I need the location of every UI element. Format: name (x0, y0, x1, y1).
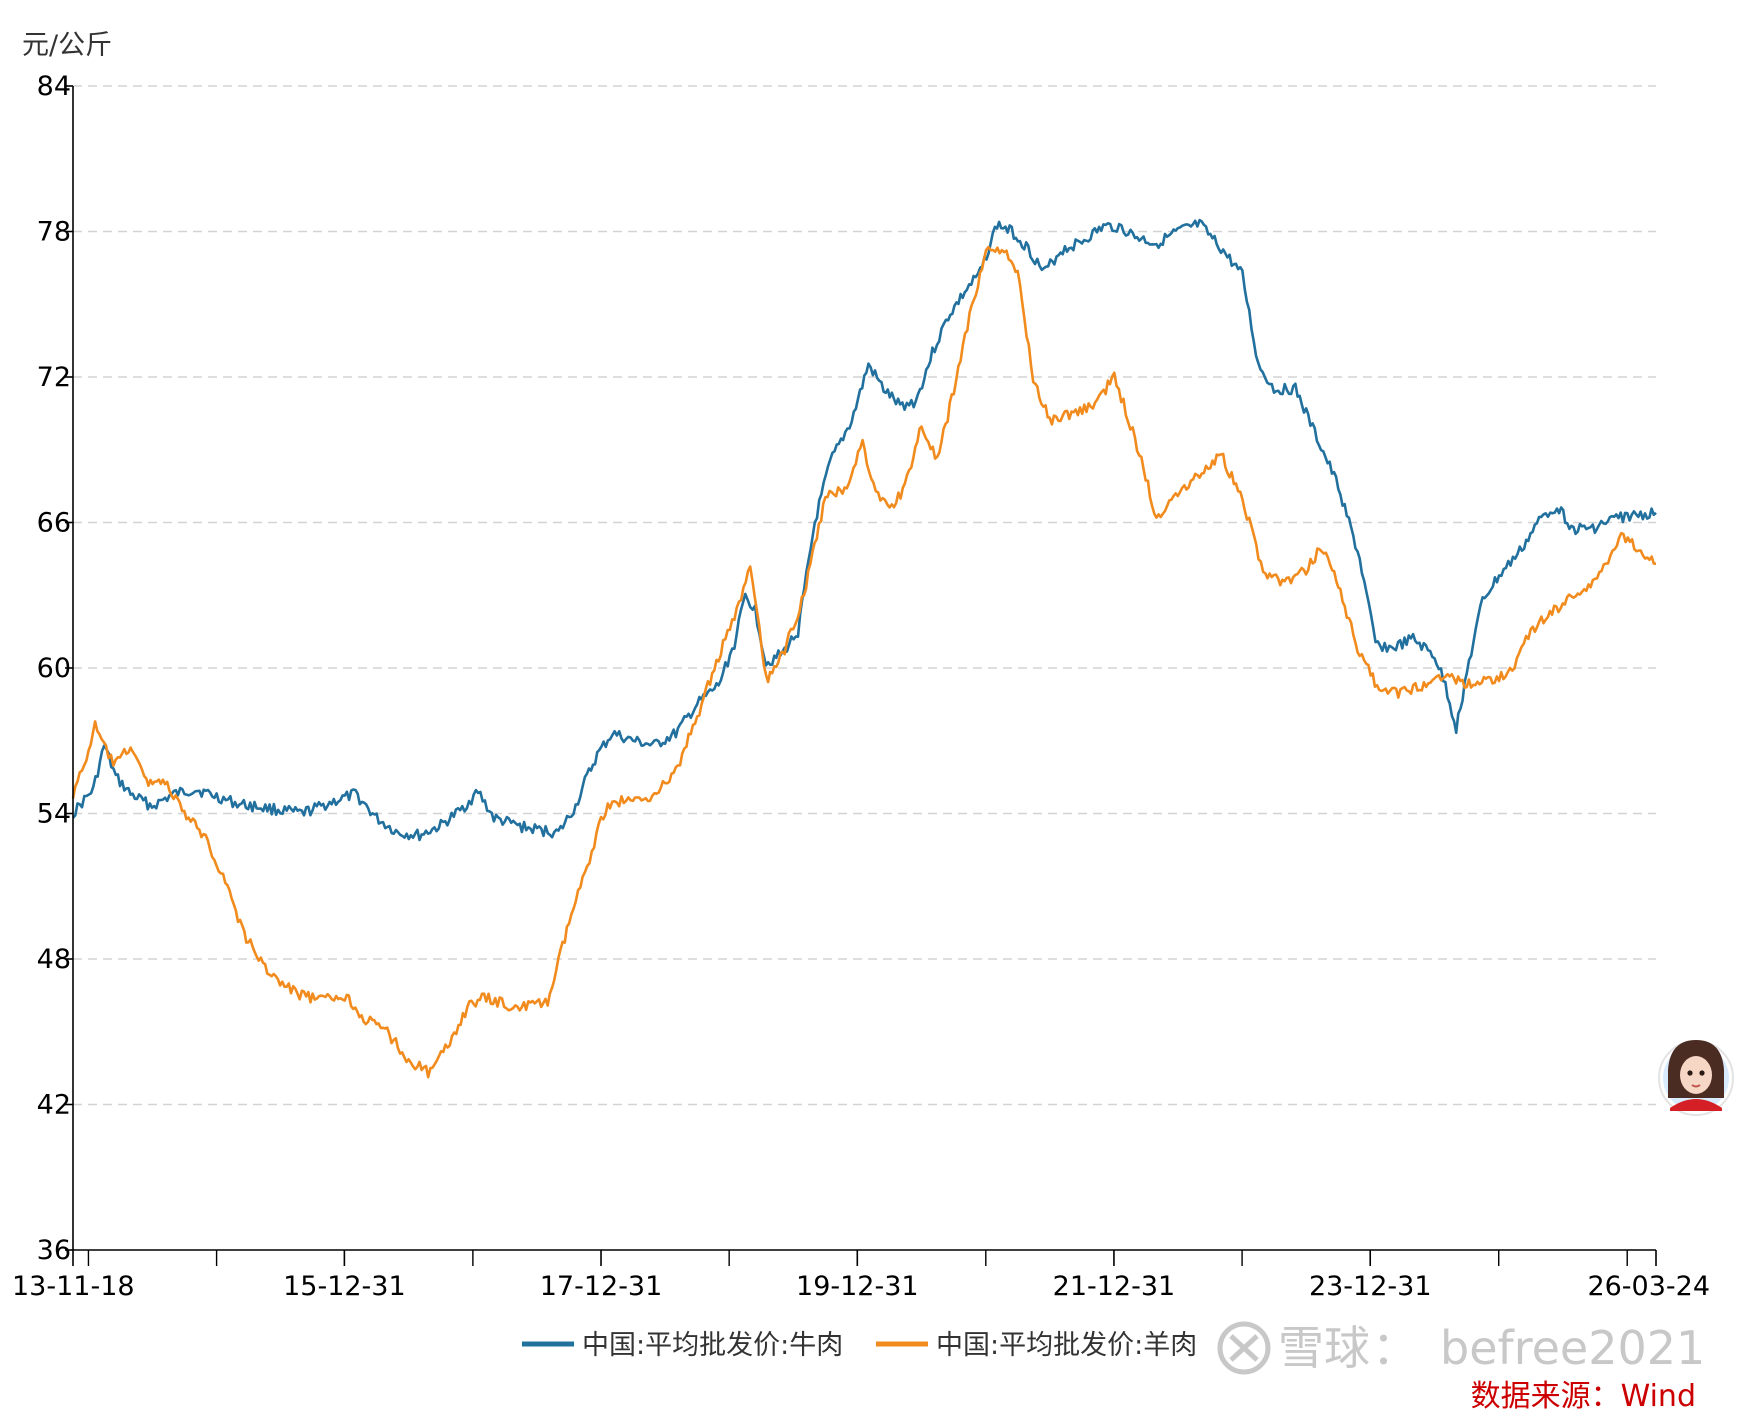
watermark-brand: 雪球 (1278, 1321, 1370, 1375)
series-line-mutton (71, 245, 1657, 1079)
y-tick-label: 72 (37, 362, 71, 393)
y-tick-label: 48 (37, 944, 71, 975)
series-line-beef (72, 218, 1657, 842)
x-tick-label: 21-12-31 (1053, 1271, 1176, 1302)
watermark: 雪球 ： befree2021 (1217, 1321, 1705, 1375)
x-tick-label: 15-12-31 (283, 1271, 406, 1302)
x-ticks: 13-11-18 15-12-31 17-12-31 19-12-31 21-12-31… (12, 1250, 1710, 1302)
y-tick-label: 42 (37, 1090, 71, 1121)
y-ticks: 36 42 48 54 60 66 72 78 84 (37, 71, 73, 1266)
x-tick-label: 26-03-24 (1587, 1271, 1710, 1302)
y-tick-label: 84 (37, 71, 71, 102)
y-tick-label: 36 (37, 1235, 71, 1266)
legend-label-beef: 中国:平均批发价:牛肉 (582, 1330, 843, 1361)
series-lines (71, 218, 1657, 1079)
x-tick-label: 23-12-31 (1309, 1271, 1432, 1302)
snowball-logo-icon (1217, 1321, 1271, 1375)
x-tick-label: 13-11-18 (12, 1271, 135, 1302)
y-tick-label: 60 (37, 653, 71, 684)
watermark-user: befree2021 (1440, 1321, 1705, 1375)
source-note: 数据来源：Wind (1471, 1379, 1696, 1410)
y-tick-label: 54 (37, 799, 71, 830)
y-tick-label: 78 (37, 217, 71, 248)
axes (72, 86, 1656, 1251)
legend: 中国:平均批发价:牛肉 中国:平均批发价:羊肉 (522, 1330, 1197, 1361)
y-axis-unit-label: 元/公斤 (22, 30, 112, 61)
avatar[interactable] (1658, 1040, 1734, 1116)
x-tick-label: 19-12-31 (796, 1271, 919, 1302)
legend-label-mutton: 中国:平均批发价:羊肉 (936, 1330, 1197, 1361)
x-tick-label: 17-12-31 (540, 1271, 663, 1302)
watermark-separator: ： (1372, 1321, 1418, 1375)
y-tick-label: 66 (37, 508, 71, 539)
grid-lines (73, 85, 1656, 1106)
